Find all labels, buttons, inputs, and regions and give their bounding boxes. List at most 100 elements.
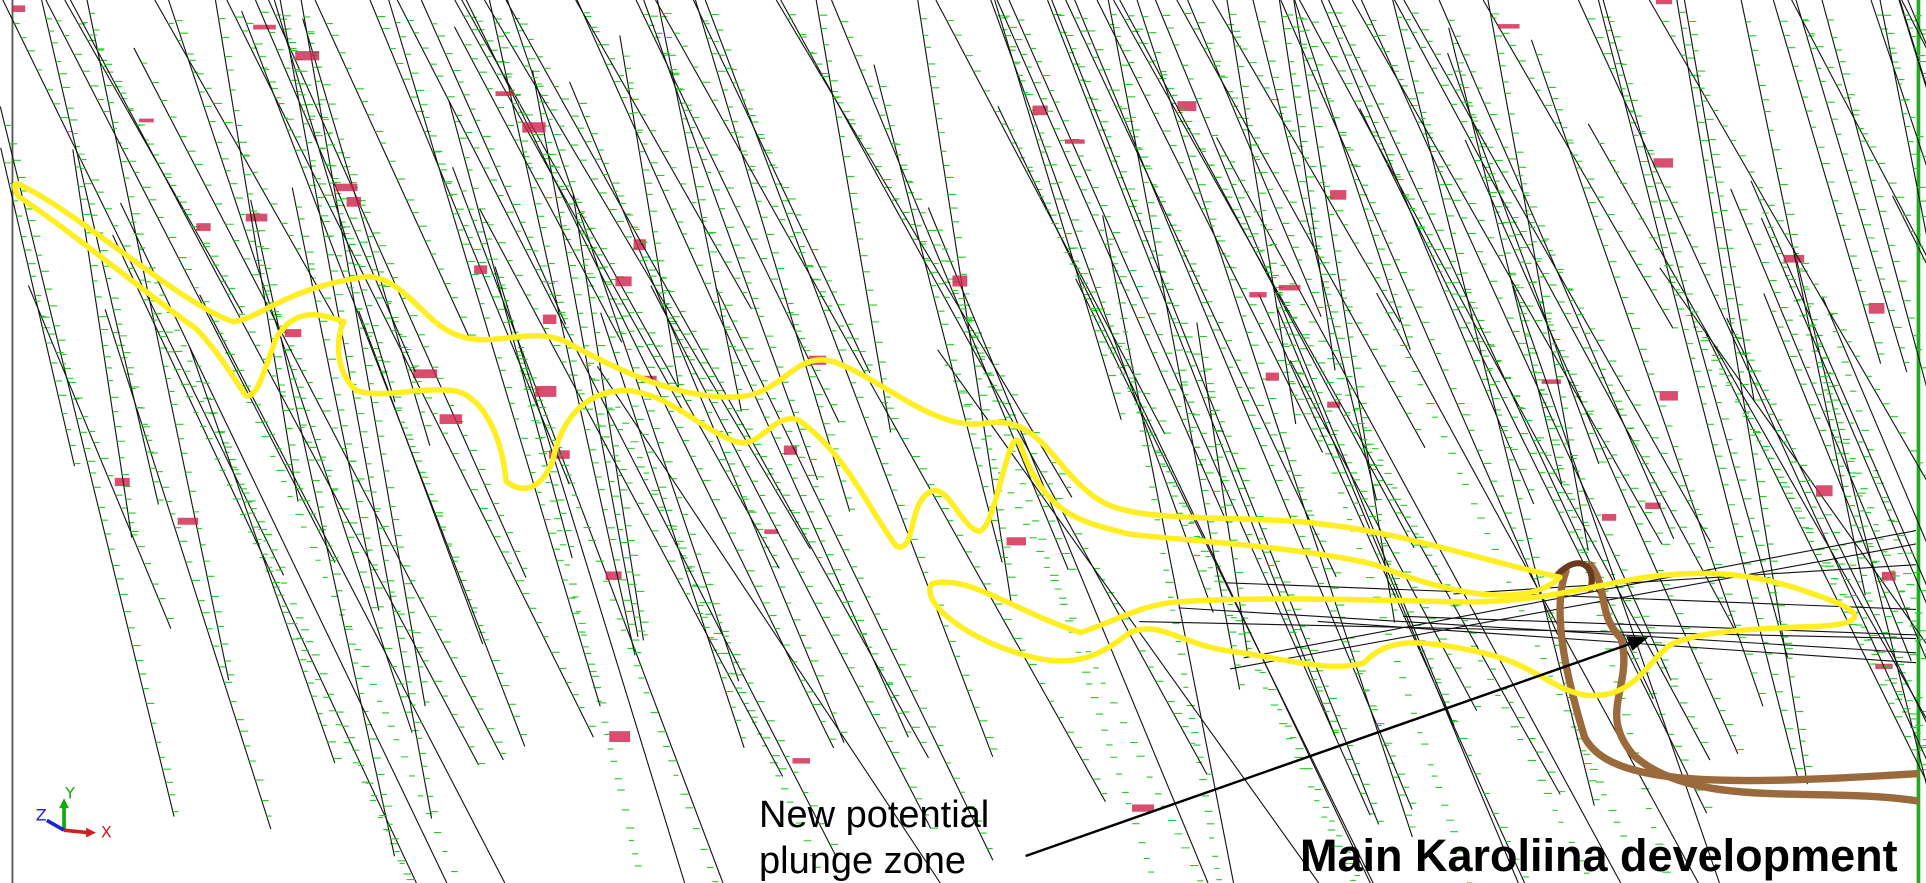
assay-flag: [605, 571, 622, 581]
assay-ticks: [660, 304, 939, 829]
assay-flag: [522, 122, 546, 133]
drillhole: [214, 0, 299, 502]
drillhole: [643, 0, 818, 481]
assay-ticks: [464, 44, 623, 333]
drillhole: [1447, 52, 1600, 464]
assay-flag: [1064, 139, 1085, 144]
assay-ticks: [704, 23, 873, 366]
tunnel: [1554, 560, 1595, 593]
assay-ticks: [1371, 131, 1713, 808]
drillhole: [69, 0, 480, 766]
assay-flag: [177, 517, 199, 525]
assay-ticks: [253, 212, 400, 840]
drillhole: [86, 0, 230, 681]
assay-flag: [1006, 537, 1027, 546]
assay-ticks: [1267, 312, 1529, 878]
drillhole: [27, 285, 172, 629]
assay-ticks: [1008, 129, 1356, 881]
assay-flag: [764, 529, 779, 534]
x-label: X: [101, 823, 112, 842]
assay-flag: [253, 24, 276, 30]
assay-ticks: [818, 14, 898, 430]
assay-ticks: [1668, 281, 1926, 741]
assay-flag: [1177, 101, 1197, 112]
assay-ticks: [1779, 20, 1885, 355]
assay-ticks: [1296, 17, 1399, 611]
x-arrow: [86, 827, 96, 838]
plunge-zone-label: New potential plunge zone: [759, 794, 990, 882]
assay-ticks: [584, 16, 912, 733]
assay-ticks: [1802, 19, 1926, 256]
assay-ticks: [1536, 54, 1766, 695]
z-axis: [45, 818, 65, 832]
drillhole: [1359, 108, 1708, 814]
assay-ticks: [431, 23, 569, 320]
drillhole: [1317, 620, 1917, 664]
drillhole: [650, 285, 932, 829]
drillhole: [1119, 0, 1415, 549]
assay-flag: [196, 223, 211, 231]
drillhole: [1530, 39, 1764, 707]
drillhole: [1750, 180, 1926, 586]
assay-flag: [346, 196, 362, 207]
assay-ticks: [395, 22, 607, 704]
drillhole: [1453, 564, 1917, 595]
drillhole: [1901, 0, 1926, 49]
assay-ticks: [1311, 21, 1709, 743]
assay-flag: [1032, 105, 1048, 116]
pointer-arrow: [1025, 642, 1632, 858]
assay-ticks: [82, 22, 486, 765]
drillhole: [279, 0, 433, 819]
drillhole: [1760, 217, 1926, 604]
assay-ticks: [649, 15, 825, 478]
assay-flag: [1881, 571, 1896, 581]
assay-flag: [1265, 372, 1279, 381]
assay-ticks: [1598, 142, 1926, 749]
drillhole: [831, 0, 1069, 570]
drillhole: [494, 266, 686, 883]
drillhole: [935, 0, 1166, 435]
drillhole: [1464, 139, 1739, 755]
drillhole: [575, 0, 752, 310]
drillhole: [41, 0, 159, 505]
drillhole: [715, 287, 994, 861]
drillhole: [1278, 0, 1336, 371]
assay-ticks: [304, 16, 430, 703]
assay-ticks: [4, 162, 81, 465]
assay-ticks: [307, 32, 432, 427]
drillhole: [1139, 621, 1917, 640]
assay-ticks: [1198, 335, 1252, 649]
assay-ticks: [513, 17, 744, 676]
drillhole: [1508, 272, 1720, 883]
drillhole: [454, 0, 684, 412]
main-development-label: Main Karoliina development: [1300, 830, 1898, 881]
assay-ticks: [1405, 19, 1741, 630]
x-axis: [63, 828, 89, 835]
assay-ticks: [1287, 14, 1564, 632]
assay-flag: [1645, 502, 1661, 510]
drillhole: [569, 81, 845, 743]
assay-ticks: [407, 19, 839, 845]
assay-flag: [1659, 391, 1678, 401]
drillhole: [655, 0, 1106, 803]
assay-flag: [114, 477, 130, 487]
drillhole: [302, 18, 431, 446]
drillhole: [112, 234, 417, 883]
assay-ticks: [1300, 18, 1413, 338]
drillhole: [600, 312, 745, 748]
drillhole: [1226, 0, 1297, 425]
drillhole: [250, 199, 396, 857]
drillhole: [1587, 123, 1926, 720]
drillhole: [1226, 582, 1917, 611]
assay-ticks: [663, 12, 1108, 795]
drillhole: [990, 0, 1214, 613]
drillhole: [1648, 0, 1926, 481]
assay-ticks: [376, 16, 572, 476]
assay-ticks: [1661, 20, 1926, 476]
assay-ticks: [1074, 17, 1342, 574]
assay-flag: [1601, 514, 1617, 521]
assay-flag: [139, 118, 154, 123]
assay-flag: [1278, 284, 1301, 291]
drillhole: [291, 187, 380, 611]
